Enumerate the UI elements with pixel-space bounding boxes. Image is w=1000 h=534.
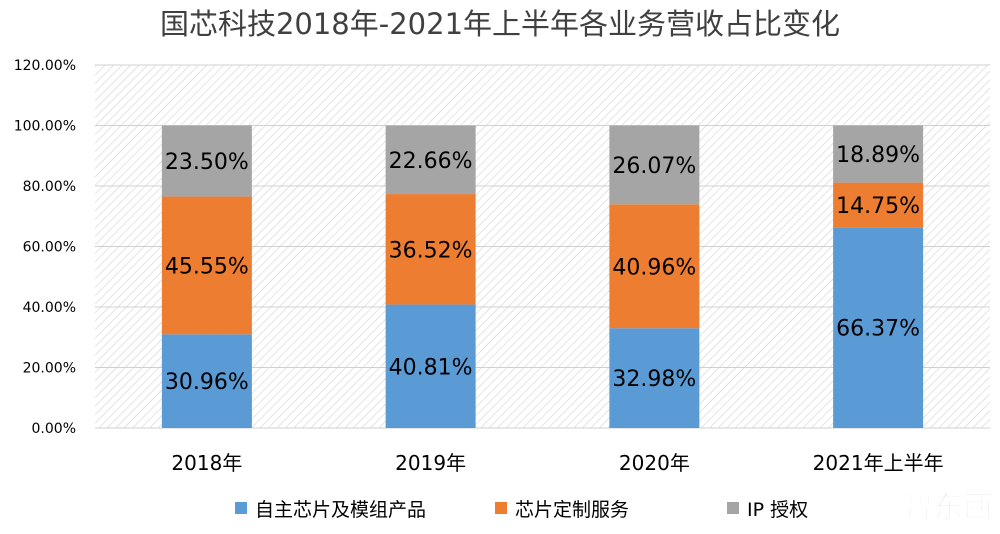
bars <box>161 125 924 428</box>
data-label: 45.55% <box>165 254 249 279</box>
bar-segment <box>833 182 924 228</box>
y-axis-tick-labels: 0.00% 20.00% 40.00% 60.00% 80.00% 100.00% 120.… <box>14 58 76 437</box>
data-label: 30.96% <box>165 370 249 395</box>
bar-segment <box>609 125 700 205</box>
bar-segment <box>833 125 924 183</box>
data-label: 23.50% <box>165 150 249 175</box>
bar-segment <box>161 334 252 428</box>
data-label: 26.07% <box>612 154 696 179</box>
legend-label: IP 授权 <box>747 499 808 521</box>
data-labels: 30.96% 45.55% 23.50% 40.81% 36.52% 22.66% 32.9… <box>165 143 920 395</box>
data-label: 36.52% <box>389 238 473 263</box>
x-tick-label: 2019年 <box>395 451 466 475</box>
data-label: 18.89% <box>836 143 920 168</box>
y-tick-label: 60.00% <box>23 240 76 256</box>
bar-segment <box>385 304 476 428</box>
data-label: 66.37% <box>836 317 920 342</box>
bar-segment <box>609 328 700 428</box>
bar-segment <box>161 125 252 197</box>
y-tick-label: 20.00% <box>23 361 76 377</box>
data-label: 40.96% <box>612 255 696 280</box>
chart-title: 国芯科技2018年-2021年上半年各业务营收占比变化 <box>160 7 840 41</box>
data-label: 22.66% <box>389 149 473 174</box>
data-label: 40.81% <box>389 355 473 380</box>
legend-label: 自主芯片及模组产品 <box>255 499 426 521</box>
y-tick-label: 40.00% <box>23 300 76 316</box>
y-tick-label: 120.00% <box>14 58 76 74</box>
x-tick-label: 2020年 <box>619 451 690 475</box>
legend-swatch <box>495 502 507 514</box>
bar-segment <box>385 125 476 195</box>
legend-swatch <box>235 502 247 514</box>
x-tick-label: 2021年上半年 <box>813 451 944 475</box>
bar-segment <box>161 196 252 335</box>
bar-segment <box>385 194 476 305</box>
watermark-logo: 智东西 <box>903 490 993 525</box>
legend: 自主芯片及模组产品 芯片定制服务 IP 授权 <box>235 499 808 521</box>
legend-label: 芯片定制服务 <box>515 499 629 521</box>
data-label: 14.75% <box>836 194 920 219</box>
x-tick-label: 2018年 <box>171 451 242 475</box>
x-axis-tick-labels: 2018年 2019年 2020年 2021年上半年 <box>171 451 943 475</box>
legend-swatch <box>727 502 739 514</box>
bar-segment <box>609 204 700 329</box>
y-tick-label: 80.00% <box>23 179 76 195</box>
bar-segment <box>833 227 924 428</box>
y-tick-label: 0.00% <box>32 421 76 437</box>
y-tick-label: 100.00% <box>14 119 76 135</box>
data-label: 32.98% <box>612 367 696 392</box>
